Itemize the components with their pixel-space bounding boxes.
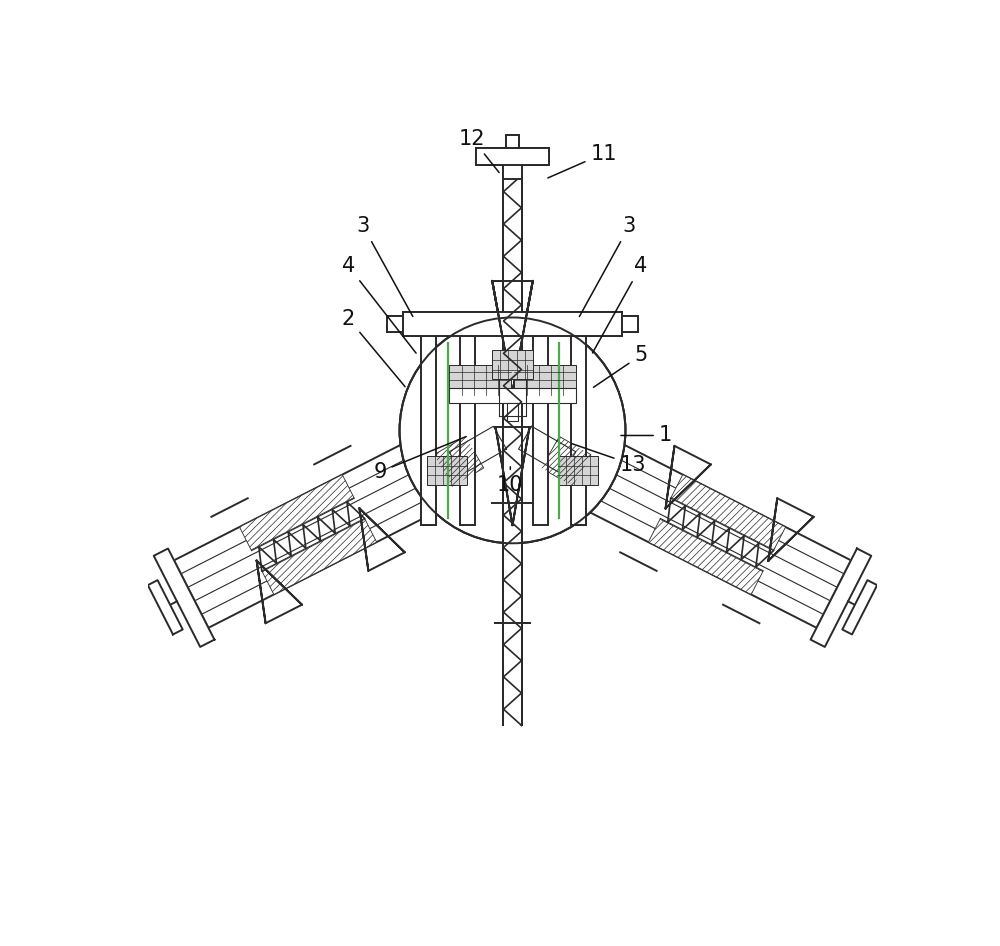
- Text: 10: 10: [497, 466, 524, 495]
- Text: 9: 9: [373, 436, 466, 482]
- Polygon shape: [434, 436, 484, 486]
- Circle shape: [400, 318, 625, 543]
- Bar: [492, 350, 533, 379]
- Bar: [449, 388, 576, 403]
- Bar: [387, 316, 403, 332]
- Text: 5: 5: [593, 345, 647, 387]
- Bar: [558, 456, 598, 485]
- Bar: [571, 336, 586, 525]
- Text: 4: 4: [593, 256, 647, 353]
- Bar: [502, 175, 523, 726]
- Polygon shape: [154, 549, 214, 647]
- Bar: [507, 403, 518, 421]
- Bar: [449, 365, 511, 395]
- Polygon shape: [541, 436, 591, 486]
- Bar: [558, 456, 598, 485]
- Bar: [533, 336, 548, 525]
- Polygon shape: [148, 580, 183, 635]
- Bar: [421, 336, 436, 525]
- Bar: [460, 336, 475, 525]
- Text: 3: 3: [357, 217, 413, 317]
- Bar: [503, 149, 522, 179]
- Bar: [449, 388, 576, 403]
- Text: 4: 4: [342, 256, 416, 353]
- Bar: [421, 336, 436, 525]
- Text: 3: 3: [579, 217, 636, 317]
- Polygon shape: [449, 427, 506, 475]
- Bar: [514, 365, 576, 395]
- Polygon shape: [811, 549, 871, 647]
- Polygon shape: [174, 441, 442, 628]
- Text: 1: 1: [621, 426, 672, 446]
- Bar: [503, 149, 522, 179]
- Bar: [449, 365, 511, 395]
- Polygon shape: [499, 379, 526, 416]
- Polygon shape: [504, 506, 521, 525]
- Bar: [533, 336, 548, 525]
- Bar: [476, 149, 549, 165]
- Polygon shape: [541, 436, 591, 486]
- Bar: [506, 135, 519, 149]
- Bar: [460, 336, 475, 525]
- Polygon shape: [239, 475, 354, 550]
- Text: 12: 12: [459, 129, 499, 172]
- Bar: [622, 316, 638, 332]
- Polygon shape: [519, 427, 576, 475]
- Bar: [492, 350, 533, 379]
- Bar: [427, 456, 467, 485]
- Bar: [427, 456, 467, 485]
- Polygon shape: [648, 519, 763, 594]
- Bar: [387, 316, 403, 332]
- Polygon shape: [842, 580, 877, 635]
- Bar: [571, 336, 586, 525]
- Bar: [507, 403, 518, 421]
- Polygon shape: [504, 506, 521, 525]
- Polygon shape: [519, 427, 576, 475]
- Bar: [622, 316, 638, 332]
- Text: 11: 11: [548, 144, 617, 178]
- Bar: [476, 149, 549, 165]
- Bar: [506, 135, 519, 149]
- Polygon shape: [502, 369, 523, 392]
- Polygon shape: [499, 379, 526, 416]
- Bar: [514, 365, 576, 395]
- Polygon shape: [449, 427, 506, 475]
- Polygon shape: [583, 441, 851, 628]
- Polygon shape: [262, 519, 377, 594]
- Bar: [403, 312, 622, 336]
- Polygon shape: [434, 436, 484, 486]
- Bar: [403, 312, 622, 336]
- Text: 2: 2: [342, 309, 405, 387]
- Text: 13: 13: [572, 444, 646, 475]
- Polygon shape: [671, 475, 786, 550]
- Polygon shape: [502, 369, 523, 392]
- Circle shape: [400, 318, 625, 543]
